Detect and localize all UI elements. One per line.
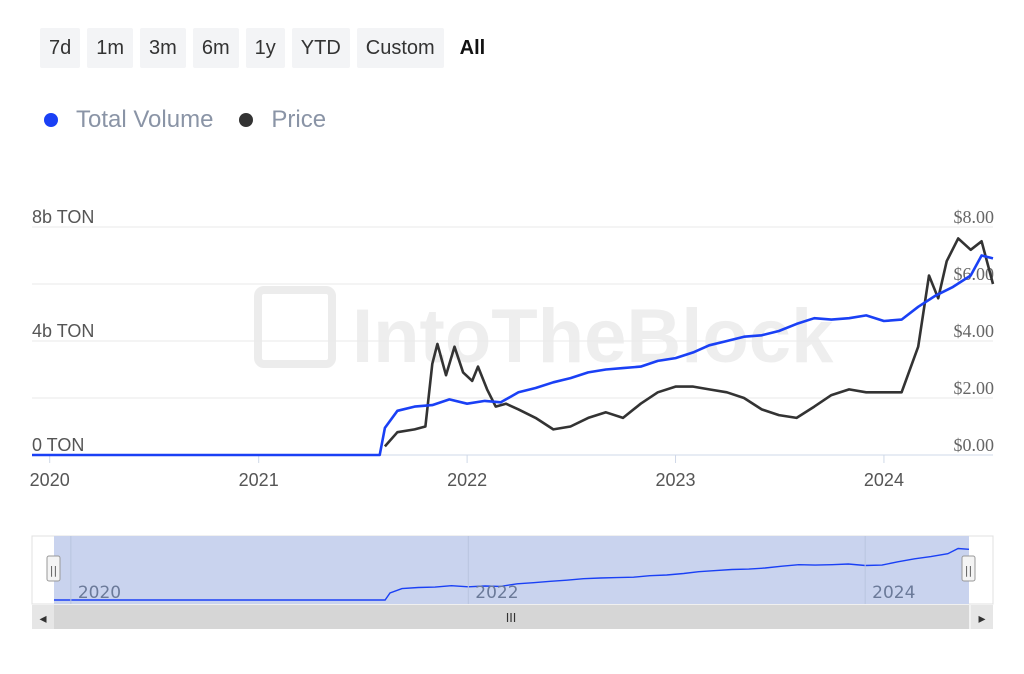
scroll-right-button[interactable]	[971, 605, 993, 629]
right-axis-tick-label: $2.00	[954, 378, 995, 398]
range-button-7d[interactable]: 7d	[40, 28, 81, 68]
total-volume-line	[32, 254, 994, 457]
legend-item-price[interactable]: Price	[239, 106, 326, 134]
scrollbar-thumb[interactable]	[54, 605, 969, 629]
navigator-right-handle[interactable]: ||	[961, 555, 976, 582]
range-button-6m[interactable]: 6m	[192, 28, 239, 68]
watermark: IntoTheBlock	[254, 286, 834, 379]
range-button-custom[interactable]: Custom	[356, 28, 444, 68]
navigator-label: 2022	[475, 583, 518, 603]
left-axis-tick-label: 4b TON	[32, 321, 94, 341]
range-button-1y[interactable]: 1y	[245, 28, 285, 68]
grip-icon: ||	[50, 564, 57, 577]
right-axis-labels: $0.00$2.00$4.00$6.00$8.00	[954, 207, 995, 455]
x-axis-tick-label: 2020	[30, 470, 70, 490]
navigator-label: 2024	[872, 583, 915, 603]
navigator-left-handle[interactable]: ||	[46, 555, 61, 582]
x-axis: 2020 2021 2022 2023 2024	[30, 455, 904, 490]
scroll-left-button[interactable]	[32, 605, 54, 629]
legend-dot-price	[239, 113, 254, 127]
navigator[interactable]: 2020 2022 2024 || ||	[31, 535, 994, 605]
chart-legend: Total Volume Price	[44, 106, 326, 134]
arrow-right-icon: ▸	[978, 611, 985, 627]
right-axis-tick-label: $4.00	[954, 321, 995, 341]
navigator-left-handle-box	[46, 555, 61, 582]
left-axis-tick-label: 0 TON	[32, 435, 84, 455]
range-button-1m[interactable]: 1m	[87, 28, 134, 68]
legend-label-total-volume: Total Volume	[76, 106, 214, 133]
series-lines	[32, 237, 995, 457]
x-axis-tick-label: 2021	[239, 470, 279, 490]
navigator-selection[interactable]	[54, 536, 969, 604]
right-axis-tick-label: $8.00	[954, 207, 995, 227]
x-axis-tick-label: 2022	[447, 470, 487, 490]
navigator-volume-line	[54, 547, 970, 601]
watermark-logo-icon	[254, 286, 336, 368]
navigator-right-handle-box	[961, 555, 976, 582]
legend-dot-total-volume	[44, 113, 58, 127]
left-axis-tick-label: 8b TON	[32, 207, 94, 227]
arrow-left-icon: ◂	[39, 611, 46, 627]
x-axis-tick-label: 2024	[864, 470, 904, 490]
left-axis-labels: 0 TON 4b TON 8b TON	[32, 207, 94, 455]
x-axis-tick-label: 2023	[655, 470, 695, 490]
time-range-selector: 7d 1m 3m 6m 1y YTD Custom All	[40, 28, 494, 68]
scrollbar[interactable]: III ◂ ▸	[32, 605, 993, 629]
grip-icon: ||	[965, 564, 972, 577]
scrollbar-grip-icon: III	[506, 611, 517, 625]
grid-lines	[32, 226, 993, 456]
range-button-3m[interactable]: 3m	[140, 28, 186, 68]
right-axis-tick-label: $0.00	[954, 435, 995, 455]
range-button-all[interactable]: All	[459, 37, 486, 59]
price-line	[383, 237, 995, 448]
legend-item-total-volume[interactable]: Total Volume	[44, 106, 213, 134]
range-button-ytd[interactable]: YTD	[291, 28, 350, 68]
legend-label-price: Price	[271, 106, 327, 133]
navigator-label: 2020	[78, 583, 121, 603]
